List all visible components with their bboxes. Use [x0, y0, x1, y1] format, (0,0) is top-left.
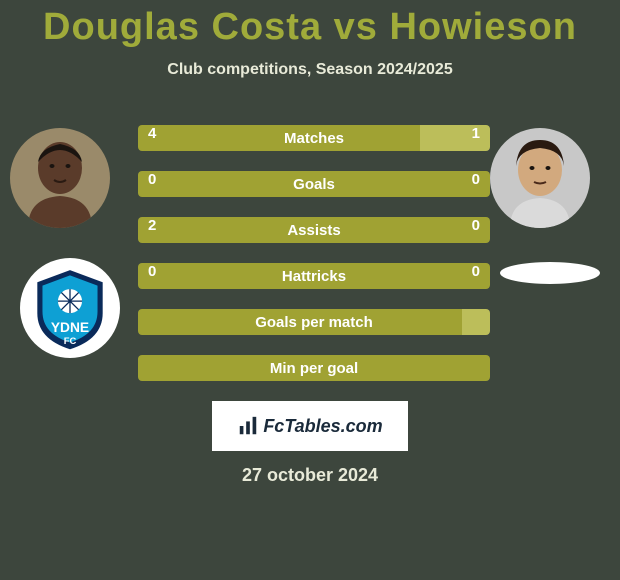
stat-bar-player1	[138, 125, 420, 151]
sydney-fc-svg: YDNE FC	[27, 265, 113, 351]
subtitle: Club competitions, Season 2024/2025	[0, 61, 620, 79]
stat-value-player2: 0	[472, 217, 480, 234]
svg-text:YDNE: YDNE	[51, 320, 89, 335]
player2-avatar	[490, 128, 590, 228]
player1-avatar-svg	[10, 128, 110, 228]
date-label: 27 october 2024	[0, 465, 620, 486]
stat-bar-full	[138, 217, 490, 243]
stat-bar-player2	[462, 309, 490, 335]
stat-bars: Matches41Goals00Assists20Hattricks00Goal…	[138, 125, 490, 401]
stat-bar-full	[138, 355, 490, 381]
page-title: Douglas Costa vs Howieson	[0, 0, 620, 49]
stat-value-player2: 0	[472, 171, 480, 188]
player1-avatar	[10, 128, 110, 228]
fctables-watermark: FcTables.com	[212, 401, 408, 451]
stat-row: Hattricks00	[138, 263, 490, 289]
stat-value-player2: 0	[472, 263, 480, 280]
stat-row: Goals00	[138, 171, 490, 197]
player1-club-badge: YDNE FC	[20, 258, 120, 358]
comparison-card: Douglas Costa vs Howieson Club competiti…	[0, 0, 620, 580]
bar-chart-icon	[237, 415, 259, 437]
stat-value-player1: 0	[148, 171, 156, 188]
player2-club-placeholder	[500, 262, 600, 284]
player2-avatar-svg	[490, 128, 590, 228]
stat-bar-player1	[138, 309, 462, 335]
svg-text:FC: FC	[64, 336, 77, 347]
stat-bar-full	[138, 171, 490, 197]
fctables-label: FcTables.com	[263, 416, 382, 437]
stat-value-player1: 0	[148, 263, 156, 280]
stat-value-player2: 1	[472, 125, 480, 142]
stat-row: Assists20	[138, 217, 490, 243]
stat-bar-full	[138, 263, 490, 289]
stat-value-player1: 2	[148, 217, 156, 234]
stat-value-player1: 4	[148, 125, 156, 142]
stat-row: Matches41	[138, 125, 490, 151]
stat-row: Goals per match	[138, 309, 490, 335]
stat-row: Min per goal	[138, 355, 490, 381]
